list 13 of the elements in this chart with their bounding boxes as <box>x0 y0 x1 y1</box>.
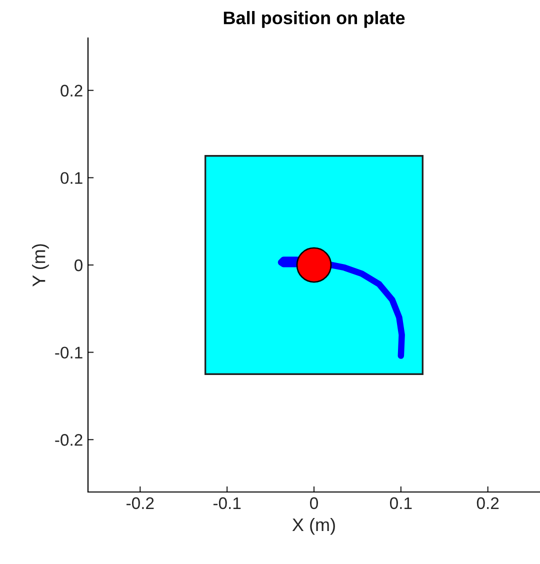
y-axis-title: Y (m) <box>32 244 49 287</box>
x-axis-title: X (m) <box>292 518 335 535</box>
x-tick-label: 0 <box>310 497 318 510</box>
y-tick-label: 0 <box>74 259 82 272</box>
x-tick-label: 0.2 <box>476 497 499 510</box>
y-tick-label: 0.2 <box>60 84 82 97</box>
x-tick-label: -0.2 <box>126 497 154 510</box>
x-tick-label: 0.1 <box>390 497 412 510</box>
y-tick-label: 0.1 <box>60 172 82 184</box>
y-tick-label: -0.2 <box>55 434 82 446</box>
chart-title: Ball position on plate <box>224 11 405 28</box>
y-tick-label: -0.1 <box>55 346 82 359</box>
x-tick-label: -0.1 <box>213 497 241 510</box>
